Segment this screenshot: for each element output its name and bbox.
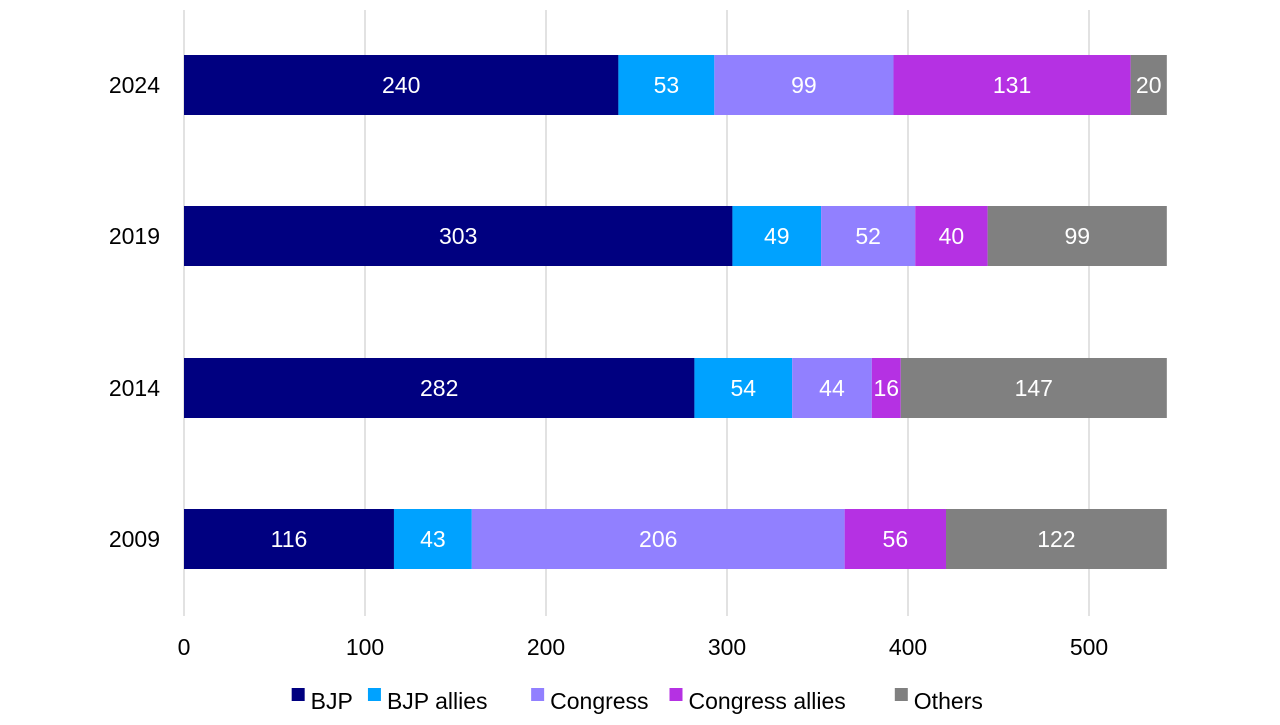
bar-segment: [184, 206, 733, 266]
bar-segment: [900, 358, 1167, 418]
legend-label: BJP: [311, 688, 353, 714]
bar-data-label: 40: [939, 223, 965, 249]
bar-data-label: 99: [1064, 223, 1090, 249]
bar-segment: [987, 206, 1167, 266]
bar-data-label: 16: [873, 375, 899, 401]
bar-data-label: 131: [993, 72, 1031, 98]
bar-data-label: 147: [1015, 375, 1053, 401]
bar-segment: [915, 206, 988, 266]
bar-segment: [792, 358, 872, 418]
bar-data-label: 49: [764, 223, 790, 249]
bar-segment: [618, 55, 715, 115]
legend-swatch: [894, 688, 908, 701]
bar-segment: [184, 55, 619, 115]
legend-label: Others: [914, 688, 983, 714]
y-category-label: 2009: [109, 526, 160, 552]
bar-data-label: 122: [1037, 526, 1075, 552]
bar-segment: [184, 509, 394, 569]
legend-label: Congress: [550, 688, 648, 714]
x-axis-tick-labels: 0 100 200 300 400 500: [178, 634, 1109, 660]
bar-data-label: 240: [382, 72, 420, 98]
bar-segment: [893, 55, 1131, 115]
y-category-label: 2024: [109, 72, 160, 98]
legend-item: BJP: [291, 688, 353, 714]
legend-label: Congress allies: [689, 688, 846, 714]
bar-data-label: 282: [420, 375, 458, 401]
bar-data-labels: 240 53 99 131 20 303 49 52 40 99 282 54 44 16 147 116 43…: [271, 72, 1162, 552]
bar-segment: [471, 509, 845, 569]
bar-segment: [184, 358, 695, 418]
bar-segment: [844, 509, 947, 569]
bar-data-label: 52: [855, 223, 881, 249]
bar-data-label: 54: [730, 375, 756, 401]
legend-label: BJP allies: [387, 688, 488, 714]
y-category-label: 2014: [109, 375, 160, 401]
x-tick-label: 500: [1070, 634, 1108, 660]
bar-segment: [732, 206, 822, 266]
x-tick-label: 200: [527, 634, 565, 660]
x-tick-label: 100: [346, 634, 384, 660]
legend: BJP BJP allies Congress Congress allies Othe…: [291, 688, 983, 714]
x-tick-label: 0: [178, 634, 191, 660]
bar-segment: [821, 206, 916, 266]
bar-segment: [714, 55, 894, 115]
legend-item: Congress allies: [669, 688, 846, 714]
bar-data-label: 206: [639, 526, 677, 552]
bars: [184, 55, 1167, 569]
legend-swatch: [669, 688, 683, 701]
legend-item: Others: [894, 688, 983, 714]
x-tick-label: 400: [889, 634, 927, 660]
bar-segment: [871, 358, 901, 418]
bar-segment: [393, 509, 472, 569]
y-axis-labels: 2024 2019 2014 2009: [109, 72, 160, 552]
bar-segment: [946, 509, 1167, 569]
bar-data-label: 303: [439, 223, 477, 249]
bar-data-label: 43: [420, 526, 446, 552]
legend-item: Congress: [531, 688, 649, 714]
bar-data-label: 116: [271, 526, 308, 552]
legend-item: BJP allies: [367, 688, 488, 714]
legend-swatch: [367, 688, 381, 701]
bar-segment: [694, 358, 793, 418]
y-category-label: 2019: [109, 223, 160, 249]
bar-data-label: 53: [654, 72, 680, 98]
x-tick-label: 300: [708, 634, 746, 660]
bar-segment: [1130, 55, 1167, 115]
bar-data-label: 44: [819, 375, 845, 401]
legend-swatch: [531, 688, 545, 701]
bar-data-label: 99: [791, 72, 817, 98]
bar-data-label: 20: [1136, 72, 1162, 98]
bar-data-label: 56: [883, 526, 909, 552]
legend-swatch: [291, 688, 305, 701]
